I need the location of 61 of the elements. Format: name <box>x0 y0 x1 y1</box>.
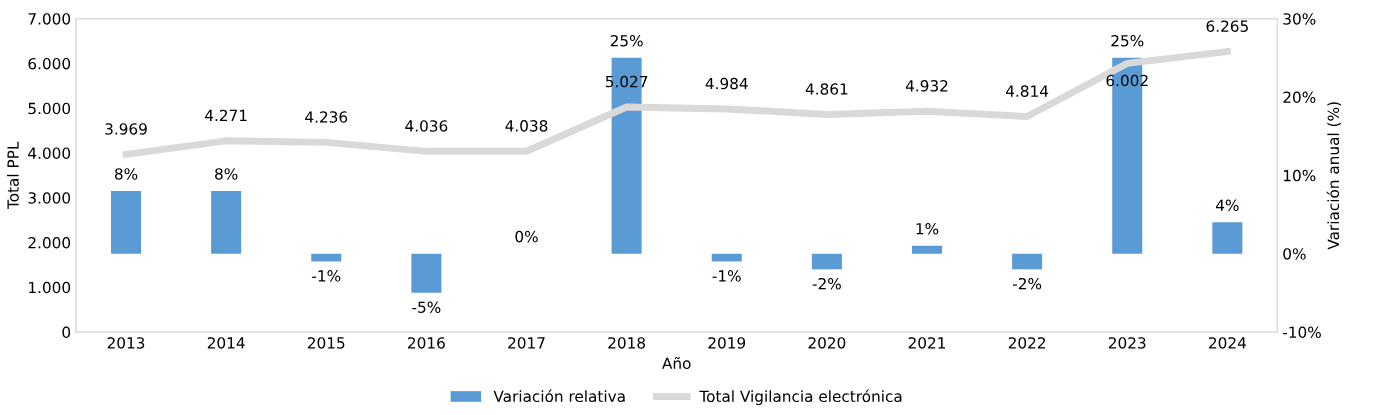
bar <box>211 191 242 254</box>
x-tick-label: 2015 <box>307 337 345 349</box>
data-label: 1% <box>916 222 939 235</box>
data-label: -5% <box>412 301 441 313</box>
data-label: 4.236 <box>305 111 348 123</box>
y2-axis-title: Variación anual (%) <box>1326 102 1341 250</box>
legend-label: Total Vigilancia electrónica <box>699 389 902 406</box>
x-tick-label: 2013 <box>107 337 145 349</box>
y-tick-label: 3.000 <box>28 192 71 204</box>
bar <box>1012 253 1043 270</box>
x-axis-title: Año <box>662 356 691 370</box>
data-label: 4% <box>1215 199 1239 212</box>
y-tick-label: 7.000 <box>28 13 71 25</box>
bar <box>111 191 142 254</box>
x-tick-label: 2024 <box>1209 337 1246 349</box>
x-tick-label: 2018 <box>608 337 646 349</box>
y2-tick-label: 0% <box>1283 248 1306 260</box>
data-label: 4.271 <box>205 109 247 121</box>
bar <box>811 253 842 270</box>
y2-tick-label: 30% <box>1283 13 1316 25</box>
y-tick-label: 0 <box>62 326 71 339</box>
data-label: 25% <box>610 34 643 47</box>
data-label: -1% <box>312 270 341 282</box>
data-label: 4.814 <box>1006 85 1049 97</box>
data-label: 4.984 <box>705 77 748 90</box>
bar <box>311 253 342 262</box>
y-tick-label: 6.000 <box>28 57 71 70</box>
y2-tick-label: 10% <box>1283 169 1316 182</box>
data-label: 3.969 <box>105 123 147 135</box>
data-label: 8% <box>215 168 238 180</box>
data-label: 6.265 <box>1206 20 1248 32</box>
y-tick-label: 1.000 <box>29 281 71 294</box>
data-label: 25% <box>1111 34 1144 47</box>
bar <box>1212 222 1243 254</box>
y-tick-label: 2.000 <box>28 236 71 249</box>
y-axis-title: Total PPL <box>7 141 19 210</box>
x-tick-label: 2019 <box>708 337 746 349</box>
data-label: 0% <box>515 230 538 243</box>
data-label: -1% <box>712 270 741 282</box>
x-tick-label: 2016 <box>408 337 445 349</box>
x-tick-label: 2014 <box>207 337 245 349</box>
data-label: 4.036 <box>405 120 448 132</box>
x-tick-label: 2022 <box>1008 337 1046 349</box>
x-tick-label: 2021 <box>908 337 946 349</box>
x-tick-label: 2020 <box>808 337 846 349</box>
y2-tick-label: -10% <box>1283 326 1321 339</box>
data-label: -2% <box>1012 277 1042 290</box>
data-label: 4.861 <box>805 83 848 95</box>
bar <box>711 253 742 262</box>
x-tick-label: 2017 <box>508 337 545 349</box>
data-label: -2% <box>812 277 841 290</box>
legend-label: Variación relativa <box>493 389 625 403</box>
y2-tick-label: 20% <box>1283 91 1316 104</box>
y-tick-label: 4.000 <box>28 147 71 159</box>
data-label: 4.932 <box>905 80 948 92</box>
data-label: 8% <box>114 168 138 180</box>
y-tick-label: 5.000 <box>28 102 71 115</box>
x-tick-label: 2023 <box>1108 337 1146 349</box>
bar <box>911 245 943 254</box>
bar <box>411 253 442 293</box>
data-label: 4.038 <box>505 120 548 132</box>
